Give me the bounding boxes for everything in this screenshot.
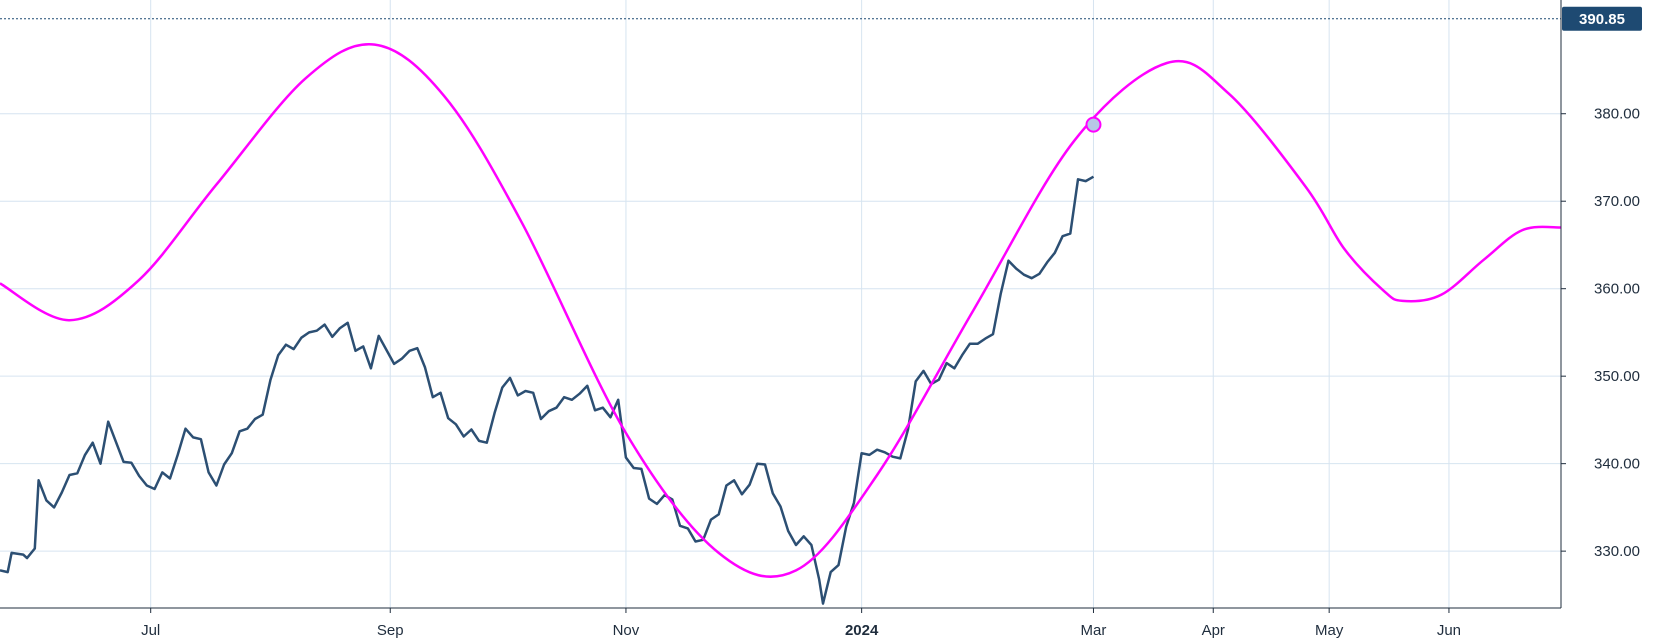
x-tick-label: Sep <box>377 622 404 639</box>
y-axis-ticks: 330.00 340.00 350.00 360.00 370.00 380.00 <box>1561 106 1640 560</box>
price-series-line <box>0 175 1095 605</box>
y-tick-label: 360.00 <box>1594 281 1640 298</box>
cycle-series-line <box>0 42 1562 578</box>
grid <box>0 0 1561 608</box>
x-tick-label: Apr <box>1202 622 1225 639</box>
axes <box>0 0 1562 609</box>
last-price-box <box>1562 6 1642 31</box>
y-tick-label: 350.00 <box>1594 368 1640 385</box>
x-tick-label: Jul <box>141 622 160 639</box>
x-tick-label: 2024 <box>845 622 879 639</box>
x-tick-label: Jun <box>1437 622 1461 639</box>
x-tick-label: Mar <box>1081 622 1107 639</box>
y-tick-label: 380.00 <box>1594 106 1640 123</box>
cursor-marker[interactable] <box>1085 116 1102 133</box>
x-tick-label: May <box>1315 622 1344 639</box>
y-tick-label: 370.00 <box>1594 193 1640 210</box>
last-price-value: 390.85 <box>1579 11 1625 28</box>
x-axis-ticks: Jul Sep Nov 2024 Mar Apr May Jun <box>141 608 1461 639</box>
last-price-label: 390.85 <box>1562 6 1642 31</box>
series-layer <box>0 42 1562 605</box>
y-tick-label: 340.00 <box>1594 456 1640 473</box>
x-tick-label: Nov <box>613 622 640 639</box>
y-tick-label: 330.00 <box>1594 543 1640 560</box>
